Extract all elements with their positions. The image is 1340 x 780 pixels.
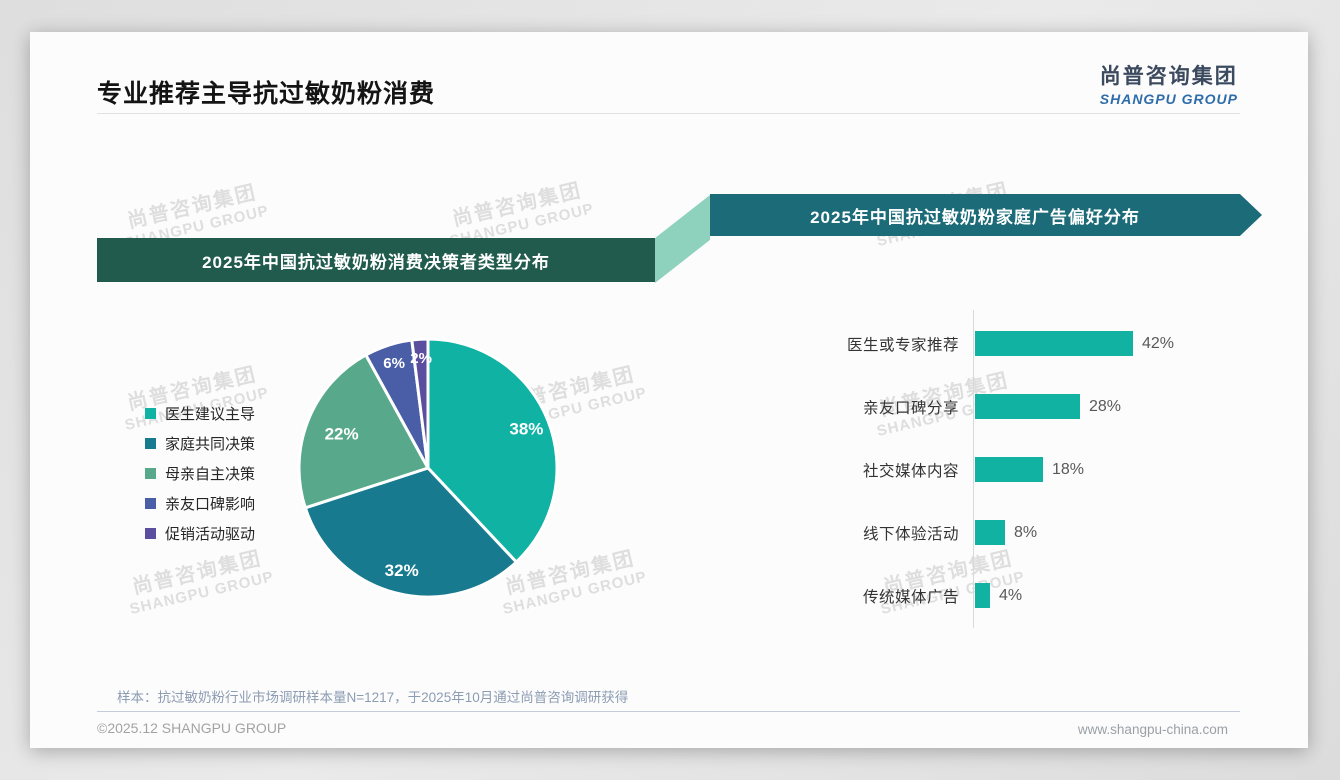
banner-connector-ribbon <box>655 195 710 283</box>
watermark-cn-text: 尚普咨询集团 <box>450 179 585 231</box>
legend-swatch <box>145 527 156 539</box>
bar-row: 亲友口碑分享 28% <box>840 375 1280 438</box>
legend-item: 促销活动驱动 <box>145 518 255 548</box>
bar-segment <box>975 583 990 608</box>
sample-footnote: 样本：抗过敏奶粉行业市场调研样本量N=1217，于2025年10月通过尚普咨询调… <box>117 690 629 705</box>
bar-category-label: 传统媒体广告 <box>862 588 959 606</box>
pie-chart-title-banner: 2025年中国抗过敏奶粉消费决策者类型分布 <box>97 238 655 282</box>
legend-label: 家庭共同决策 <box>165 435 256 453</box>
pie-slice-5 <box>410 337 430 470</box>
legend-label: 亲友口碑影响 <box>165 495 256 513</box>
watermark-cn-text: 尚普咨询集团 <box>130 547 265 599</box>
bar-row: 传统媒体广告 4% <box>840 564 1280 627</box>
pie-slice-3 <box>297 353 430 510</box>
pie-chart: 38% 32% 22% 6% 2% <box>297 337 559 599</box>
bar-category-label: 线下体验活动 <box>862 525 959 543</box>
title-divider <box>97 113 1240 114</box>
website-url: www.shangpu-china.com <box>1077 722 1228 737</box>
bar-category-label: 社交媒体内容 <box>862 462 959 480</box>
copyright-text: ©2025.12 SHANGPU GROUP <box>97 720 287 736</box>
footer-divider <box>97 711 1240 712</box>
legend-swatch <box>145 497 156 509</box>
legend-item: 亲友口碑影响 <box>145 488 255 518</box>
bar-category-label: 亲友口碑分享 <box>862 399 959 417</box>
bar-row: 医生或专家推荐 42% <box>840 312 1280 375</box>
bar-segment <box>975 520 1005 545</box>
pie-data-label: 38% <box>509 420 543 439</box>
logo-english-name: SHANGPU GROUP <box>1099 91 1238 107</box>
pie-slice-2 <box>303 466 518 599</box>
legend-label: 促销活动驱动 <box>165 525 256 543</box>
legend-label: 医生建议主导 <box>165 405 256 423</box>
bar-chart-axis-line <box>973 310 974 628</box>
bar-value-label: 42% <box>1142 334 1175 352</box>
bar-chart-title: 2025年中国抗过敏奶粉家庭广告偏好分布 <box>810 207 1140 227</box>
bar-chart-title-banner: 2025年中国抗过敏奶粉家庭广告偏好分布 <box>710 194 1262 236</box>
pie-slice-1 <box>426 337 559 564</box>
bar-value-label: 4% <box>999 586 1023 604</box>
bar-row: 社交媒体内容 18% <box>840 438 1280 501</box>
bar-segment <box>975 394 1080 419</box>
watermark-en-text: SHANGPU GROUP <box>128 568 276 618</box>
page-title: 专业推荐主导抗过敏奶粉消费 <box>97 80 436 108</box>
pie-data-label: 32% <box>385 561 419 580</box>
legend-item: 家庭共同决策 <box>145 428 255 458</box>
pie-data-label: 2% <box>410 350 432 367</box>
bar-segment <box>975 331 1133 356</box>
legend-item: 母亲自主决策 <box>145 458 255 488</box>
pie-legend: 医生建议主导 家庭共同决策 母亲自主决策 亲友口碑影响 促销活动驱动 <box>145 398 255 548</box>
logo-chinese-name: 尚普咨询集团 <box>1099 65 1238 88</box>
bar-chart: 医生或专家推荐 42% 亲友口碑分享 28% 社交媒体内容 18% 线下体验活动 8% 传统媒体… <box>840 312 1280 627</box>
legend-label: 母亲自主决策 <box>165 465 256 483</box>
pie-data-label: 6% <box>383 355 405 372</box>
bar-category-label: 医生或专家推荐 <box>846 336 959 354</box>
bar-value-label: 28% <box>1089 397 1122 415</box>
legend-swatch <box>145 407 156 419</box>
legend-swatch <box>145 437 156 449</box>
bar-value-label: 18% <box>1052 460 1085 478</box>
bar-value-label: 8% <box>1014 523 1038 541</box>
pie-data-label: 22% <box>325 424 359 443</box>
pie-chart-title: 2025年中国抗过敏奶粉消费决策者类型分布 <box>202 252 550 272</box>
bar-segment <box>975 457 1043 482</box>
watermark-cn-text: 尚普咨询集团 <box>125 181 260 233</box>
legend-swatch <box>145 467 156 479</box>
company-logo: 尚普咨询集团 SHANGPU GROUP <box>1100 60 1238 107</box>
bar-row: 线下体验活动 8% <box>840 501 1280 564</box>
slide-card: 尚普咨询集团 SHANGPU GROUP 尚普咨询集团 SHANGPU GROUP 尚普… <box>30 32 1308 748</box>
legend-item: 医生建议主导 <box>145 398 255 428</box>
